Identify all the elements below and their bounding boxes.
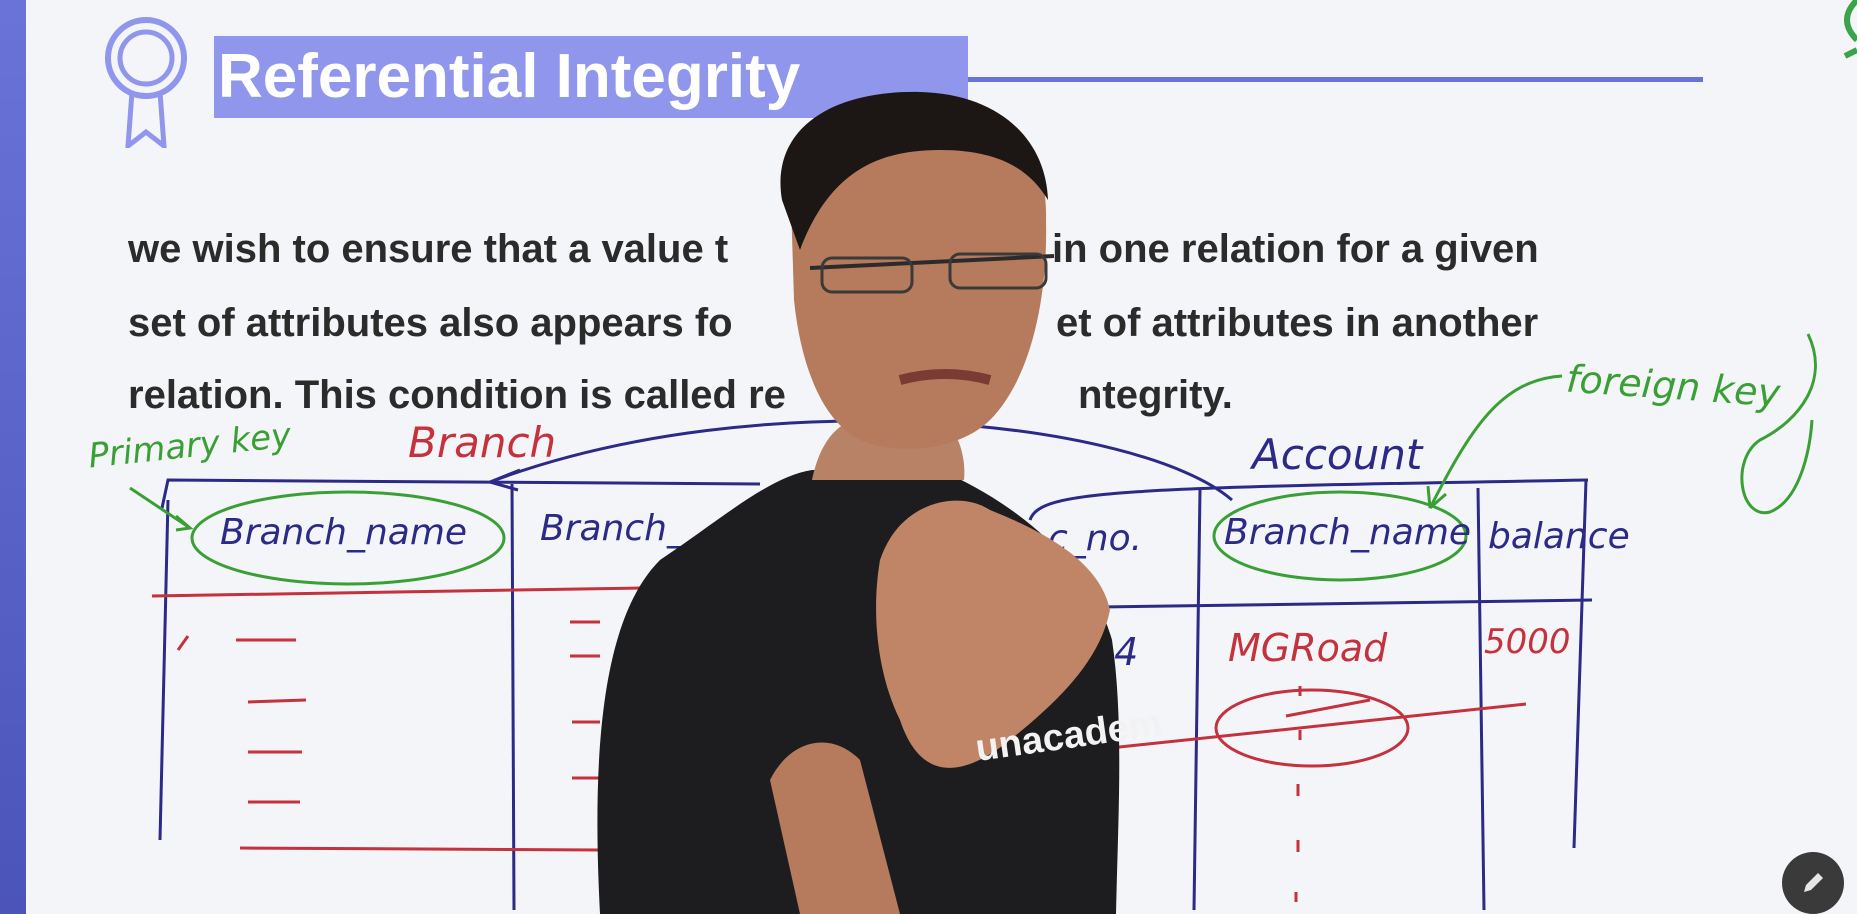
award-ribbon-icon <box>105 17 187 148</box>
left-edge-bar <box>0 0 26 914</box>
corner-mark <box>1843 0 1857 59</box>
paragraph-line-3a: relation. This condition is called re <box>128 373 786 417</box>
account-header-balance: balance <box>1488 516 1630 557</box>
paragraph-line-2b: et of attributes in another <box>1056 301 1539 345</box>
paragraph-line-1a: we wish to ensure that a value t <box>128 227 729 271</box>
account-cell-branch-name: MGRoad <box>1228 626 1388 670</box>
account-relation-label: Account <box>1252 430 1423 479</box>
paragraph-line-1b: in one relation for a given <box>1052 227 1539 271</box>
branch-header-branch-name: Branch_name <box>220 512 468 553</box>
branch-header-branch-2: Branch_ <box>540 508 685 549</box>
account-header-branch-name: Branch_name <box>1224 512 1472 553</box>
pencil-icon <box>1804 873 1823 892</box>
title-rule <box>968 77 1703 82</box>
paragraph-line-3b: ntegrity. <box>1078 373 1233 417</box>
edit-button[interactable] <box>1782 852 1844 914</box>
account-cell-balance: 5000 <box>1484 622 1571 662</box>
branch-relation-label: Branch <box>408 418 557 467</box>
paragraph-line-2a: set of attributes also appears fo <box>128 301 733 345</box>
slide-title: Referential Integrity <box>218 42 801 111</box>
